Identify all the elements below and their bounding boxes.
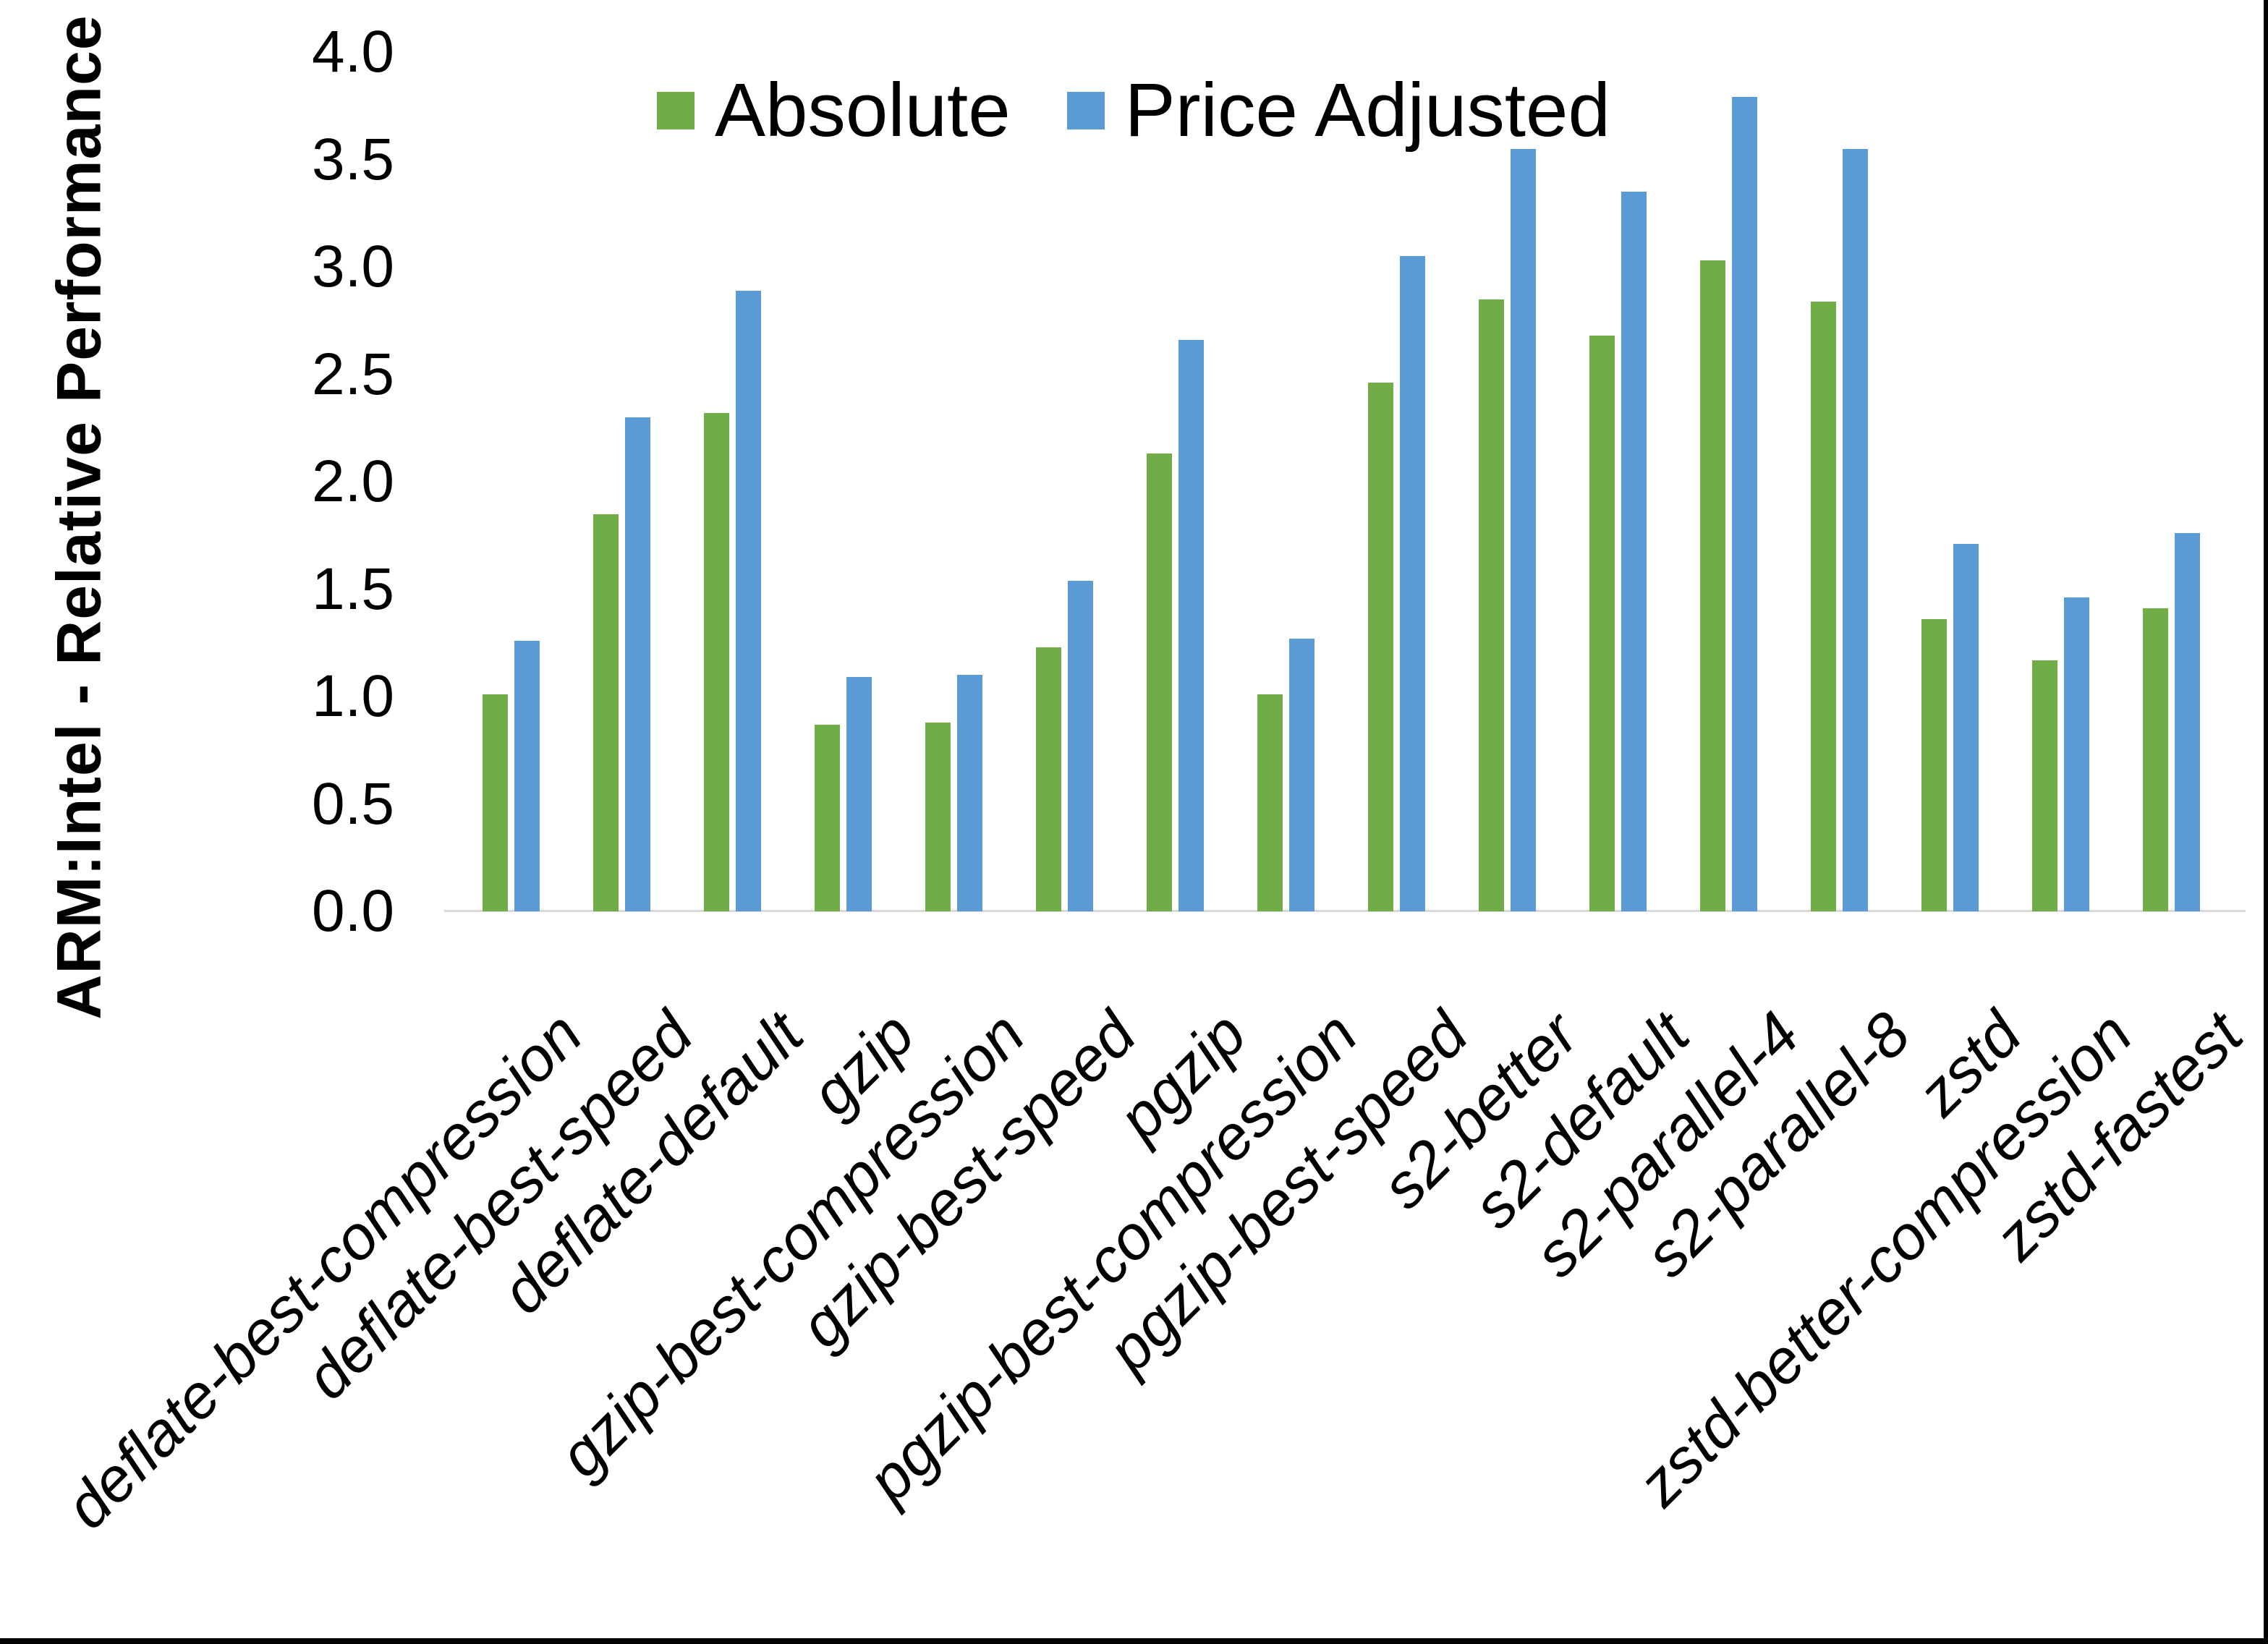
y-axis-tick-label: 3.5 [312,126,394,192]
x-axis-line [444,910,2246,912]
bar-price-adjusted [1068,581,1093,911]
bar-absolute [704,413,729,911]
bar-price-adjusted [514,641,540,911]
y-axis-tick-label: 2.0 [312,448,394,514]
bar-absolute [2143,608,2168,911]
bar-price-adjusted [2175,533,2200,911]
bar-absolute [2032,660,2057,911]
legend-label-price-adjusted: Price Adjusted [1124,68,1610,153]
bar-price-adjusted [1400,256,1425,911]
legend: Absolute Price Adjusted [657,68,1610,153]
window-right-border-line [2264,0,2268,1644]
bar-absolute [1036,647,1061,911]
bar-price-adjusted [1621,192,1647,911]
bar-price-adjusted [957,675,982,911]
bar-absolute [1921,619,1947,911]
bar-absolute [483,694,508,911]
legend-label-absolute: Absolute [715,68,1011,153]
bar-absolute [1147,453,1172,911]
bar-price-adjusted [1178,340,1204,911]
y-axis-tick-label: 3.0 [312,234,394,299]
legend-item-absolute: Absolute [657,68,1011,153]
y-axis-tick-label: 1.5 [312,555,394,622]
bar-absolute [1811,302,1836,911]
bar-price-adjusted [1843,149,1868,911]
bar-price-adjusted [736,291,761,911]
y-axis-tick-label: 4.0 [312,19,394,85]
bar-price-adjusted [1953,544,1979,911]
bar-absolute [1479,299,1504,911]
y-axis-tick-label: 2.5 [312,341,394,407]
bar-price-adjusted [625,417,650,911]
legend-swatch-absolute-icon [657,92,695,130]
bar-price-adjusted [846,677,872,911]
window-bottom-border-line [0,1638,2268,1644]
bar-price-adjusted [1732,97,1757,911]
bar-absolute [1700,260,1725,911]
y-axis-tick-label: 1.0 [312,663,394,729]
y-axis-tick-label: 0.5 [312,770,394,837]
bar-absolute [925,723,951,911]
y-axis-tick-label: 0.0 [312,878,394,944]
bar-price-adjusted [1289,639,1314,911]
bar-absolute [815,725,840,911]
legend-swatch-price-adjusted-icon [1066,92,1105,130]
bar-absolute [1589,336,1615,911]
legend-item-price-adjusted: Price Adjusted [1066,68,1610,153]
bar-absolute [593,514,619,911]
bar-absolute [1257,694,1283,911]
bar-absolute [1368,383,1393,911]
bar-price-adjusted [1511,149,1536,911]
bar-price-adjusted [2064,597,2089,911]
y-axis-title: ARM:Intel - Relative Performance [44,14,114,1020]
